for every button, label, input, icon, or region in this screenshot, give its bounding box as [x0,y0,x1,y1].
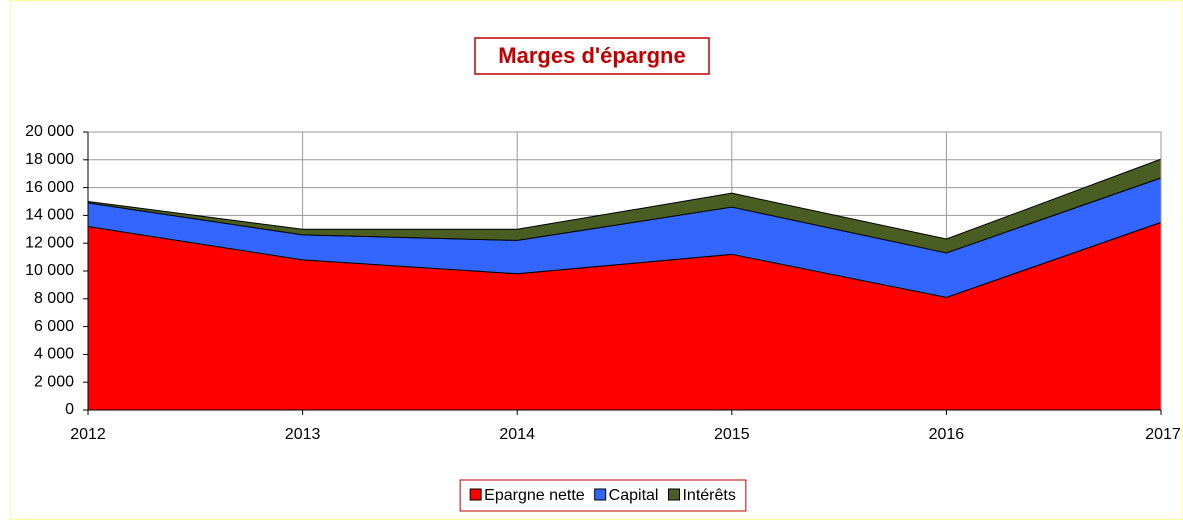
y-tick-label: 20 000 [25,123,74,140]
x-tick-label: 2013 [285,426,321,443]
y-tick-label: 10 000 [25,262,74,279]
title-box [474,37,710,75]
y-tick-label: 16 000 [25,179,74,196]
y-tick-label: 14 000 [25,207,74,224]
legend-swatch [594,488,607,501]
y-tick-label: 8 000 [34,290,74,307]
legend-swatch [667,488,680,501]
chart-title: Marges d'épargne [498,43,685,68]
x-tick-label: 2015 [714,426,750,443]
legend-label: Epargne nette [484,487,585,504]
x-tick-label: 2012 [70,426,106,443]
y-tick-label: 6 000 [34,318,74,335]
legend-swatch [469,488,482,501]
y-tick-label: 18 000 [25,151,74,168]
x-tick-label: 2014 [499,426,535,443]
x-tick-label: 2017 [1145,426,1181,443]
legend-label: Intérêts [682,487,735,504]
y-tick-label: 4 000 [34,346,74,363]
y-tick-label: 2 000 [34,373,74,390]
y-tick-label: 12 000 [25,234,74,251]
y-tick-label: 0 [65,401,74,418]
legend-label: Capital [609,487,659,504]
x-tick-label: 2016 [929,426,965,443]
